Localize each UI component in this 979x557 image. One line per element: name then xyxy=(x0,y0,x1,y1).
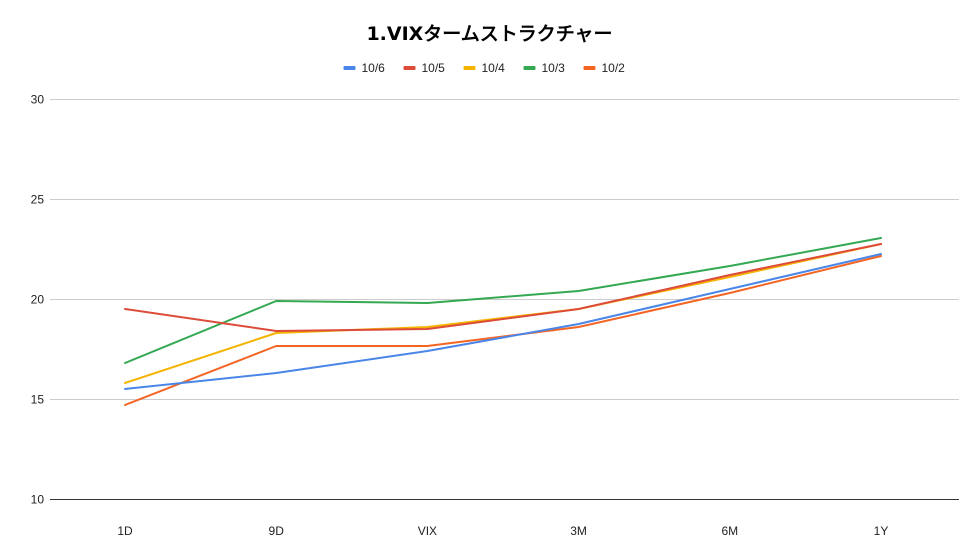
y-tick-label: 10 xyxy=(31,493,45,507)
legend-swatch xyxy=(523,66,536,70)
legend-label: 10/2 xyxy=(602,61,626,75)
plot-area xyxy=(124,237,882,406)
legend-label: 10/5 xyxy=(422,61,446,75)
y-tick-label: 25 xyxy=(31,193,45,207)
legend-item: 10/2 xyxy=(583,61,626,75)
x-tick-label: 1D xyxy=(117,524,133,538)
x-tick-label: 9D xyxy=(269,524,285,538)
series-line-10-3 xyxy=(124,237,882,364)
series-line-10-5 xyxy=(124,243,882,332)
x-tick-label: 1Y xyxy=(874,524,889,538)
x-tick-label: 3M xyxy=(570,524,587,538)
legend-label: 10/4 xyxy=(482,61,506,75)
y-tick-label: 20 xyxy=(31,293,45,307)
legend-item: 10/4 xyxy=(463,61,506,75)
chart-gridlines xyxy=(50,99,959,500)
legend-item: 10/3 xyxy=(523,61,566,75)
series-line-10-2 xyxy=(124,255,882,406)
legend-item: 10/5 xyxy=(403,61,446,75)
x-axis: 1D 9D VIX 3M 6M 1Y xyxy=(117,524,888,538)
legend-label: 10/6 xyxy=(362,61,386,75)
x-tick-label: VIX xyxy=(418,524,437,538)
legend-swatch xyxy=(403,66,416,70)
y-axis: 10 15 20 25 30 xyxy=(31,93,45,507)
legend-swatch xyxy=(583,66,596,70)
chart-title: 1.VIXタームストラクチャー xyxy=(366,23,612,45)
x-tick-label: 6M xyxy=(721,524,738,538)
y-tick-label: 30 xyxy=(31,93,45,107)
legend-swatch xyxy=(463,66,476,70)
legend-swatch xyxy=(343,66,356,70)
series-line-10-4 xyxy=(124,243,882,384)
legend-item: 10/6 xyxy=(343,61,386,75)
chart-legend: 10/6 10/5 10/4 10/3 10/2 xyxy=(343,61,626,75)
y-tick-label: 15 xyxy=(31,393,45,407)
series-line-10-6 xyxy=(124,253,882,390)
legend-label: 10/3 xyxy=(542,61,566,75)
